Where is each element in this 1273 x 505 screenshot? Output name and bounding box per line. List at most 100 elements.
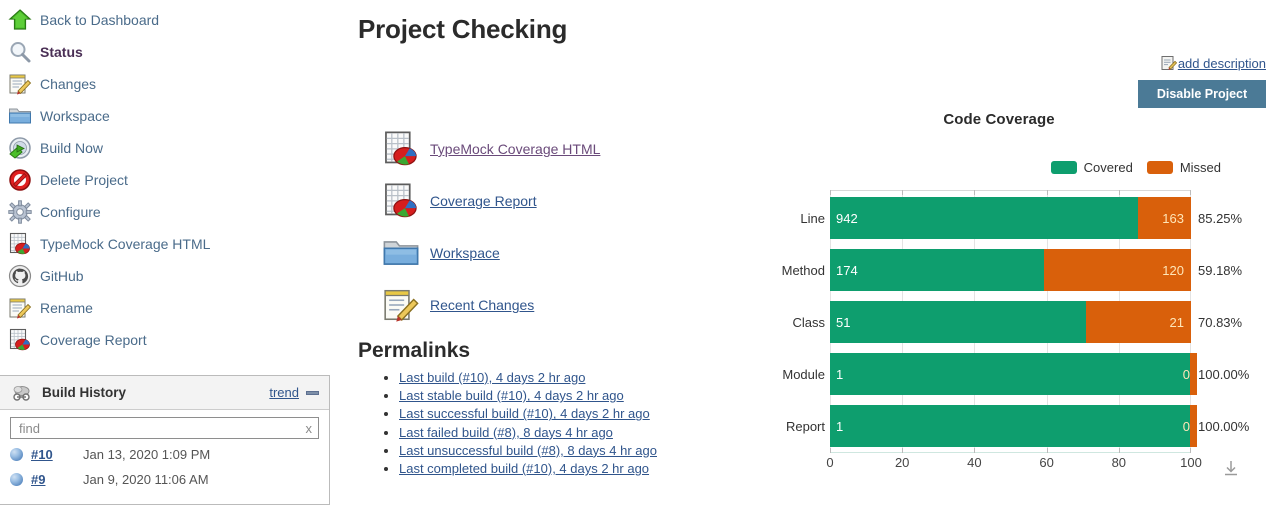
chart-category-label: Line — [800, 210, 825, 226]
add-description[interactable]: add description — [1161, 55, 1266, 71]
sidebar-item-status[interactable]: Status — [0, 36, 330, 68]
sidebar-item-typemock-coverage-html[interactable]: TypeMock Coverage HTML — [0, 228, 330, 260]
download-icon[interactable] — [1222, 459, 1240, 477]
sidebar-item-label: Status — [40, 44, 83, 60]
link-recent-changes[interactable]: Recent Changes — [380, 279, 775, 331]
sidebar-item-build-now[interactable]: Build Now — [0, 132, 330, 164]
chart-bar-row[interactable]: Module 1 0 100.00% — [782, 353, 1249, 395]
link-workspace[interactable]: Workspace — [380, 227, 775, 279]
sidebar-item-label: Configure — [40, 204, 101, 220]
clear-find-icon[interactable]: x — [305, 420, 313, 436]
project-link-label[interactable]: Workspace — [430, 245, 500, 261]
chart-x-tick-label: 40 — [967, 455, 982, 470]
edit-description-icon — [1161, 55, 1177, 71]
build-date: Jan 13, 2020 1:09 PM — [83, 447, 211, 462]
magnifier-icon — [8, 40, 32, 64]
build-history-rows: #10 Jan 13, 2020 1:09 PM #9 Jan 9, 2020 11:… — [0, 442, 329, 492]
link-coverage-report[interactable]: Coverage Report — [380, 175, 775, 227]
project-link-label[interactable]: TypeMock Coverage HTML — [430, 141, 601, 157]
chart-bar-row[interactable]: Line 942 163 85.25% — [800, 197, 1242, 239]
chart-segment-covered[interactable]: 51 — [830, 301, 1086, 343]
chart-segment-covered[interactable]: 1 — [830, 405, 1191, 447]
missed-value: 0 — [1182, 418, 1190, 434]
legend-item-missed[interactable]: Missed — [1146, 160, 1221, 175]
legend-item-covered[interactable]: Covered — [1050, 160, 1133, 175]
chart-segment-missed[interactable]: 21 — [1085, 301, 1191, 343]
chart-tick — [902, 448, 904, 453]
covered-value: 51 — [836, 314, 851, 330]
notepad-pencil-icon — [8, 296, 32, 320]
chart-segment-covered[interactable]: 174 — [830, 249, 1044, 291]
sidebar-item-github[interactable]: GitHub — [0, 260, 330, 292]
permalink-link[interactable]: Last stable build (#10), 4 days 2 hr ago — [399, 388, 624, 404]
permalink-link[interactable]: Last unsuccessful build (#8), 8 days 4 h… — [399, 442, 657, 458]
find-input[interactable] — [17, 419, 302, 437]
permalink-link[interactable]: Last successful build (#10), 4 days 2 hr… — [399, 406, 650, 422]
chart-bar-row[interactable]: Method 174 120 59.18% — [782, 249, 1242, 291]
trend-link[interactable]: trend — [269, 385, 299, 400]
permalink-link[interactable]: Last failed build (#8), 8 days 4 hr ago — [399, 424, 613, 440]
coverage-bar-chart: Line 942 163 85.25% Method 174 120 59.18% Class 5… — [782, 190, 1249, 453]
build-history-header: Build History trend — [0, 376, 329, 410]
build-history-panel: Build History trend x #10 Jan 13, 2020 1:… — [0, 375, 330, 505]
sidebar-task-list: Back to Dashboard Status Changes Workspa… — [0, 0, 330, 356]
permalink-link[interactable]: Last build (#10), 4 days 2 hr ago — [399, 370, 586, 385]
build-history-find[interactable]: x — [10, 417, 319, 439]
sidebar-item-rename[interactable]: Rename — [0, 292, 330, 324]
chart-bar-row[interactable]: Class 51 21 70.83% — [792, 301, 1242, 343]
report-chart-icon — [8, 328, 32, 352]
page-title: Project Checking — [358, 14, 568, 44]
sidebar-item-workspace[interactable]: Workspace — [0, 100, 330, 132]
build-history-icon — [12, 384, 32, 402]
disable-project-button[interactable]: Disable Project — [1138, 80, 1266, 108]
build-history-row[interactable]: #9 Jan 9, 2020 11:06 AM — [0, 467, 329, 492]
permalink-item: Last build (#10), 4 days 2 hr ago — [399, 369, 775, 387]
chart-x-tick-label: 20 — [894, 455, 910, 470]
build-date: Jan 9, 2020 11:06 AM — [83, 472, 209, 487]
sidebar-item-coverage-report[interactable]: Coverage Report — [0, 324, 330, 356]
chart-segment-missed[interactable]: 0 — [1183, 405, 1197, 447]
sidebar-item-label: Build Now — [40, 140, 104, 156]
chart-legend: Covered Missed — [1050, 160, 1221, 175]
chart-category-label: Report — [785, 418, 825, 434]
chart-tick — [1046, 190, 1048, 195]
chart-segment-missed[interactable]: 163 — [1137, 197, 1191, 239]
link-typemock-coverage-html[interactable]: TypeMock Coverage HTML — [380, 123, 775, 175]
chart-x-tick-label: 0 — [826, 455, 834, 470]
project-link-label[interactable]: Recent Changes — [430, 297, 535, 313]
chart-segment-covered[interactable]: 942 — [830, 197, 1138, 239]
missed-value: 0 — [1182, 366, 1190, 382]
up-arrow-home-icon — [8, 8, 32, 32]
chart-tick — [1190, 448, 1191, 453]
chart-segment-covered[interactable]: 1 — [830, 353, 1191, 395]
chart-bar-row[interactable]: Report 1 0 100.00% — [786, 405, 1249, 447]
chart-percent-label: 59.18% — [1198, 262, 1243, 278]
add-description-link[interactable]: add description — [1177, 55, 1266, 71]
chart-percent-label: 100.00% — [1198, 418, 1250, 434]
build-history-row[interactable]: #10 Jan 13, 2020 1:09 PM — [0, 442, 329, 467]
covered-value: 1 — [836, 418, 844, 434]
build-number-link[interactable]: #9 — [31, 472, 46, 487]
permalink-link[interactable]: Last completed build (#10), 4 days 2 hr … — [399, 461, 650, 477]
sidebar-item-changes[interactable]: Changes — [0, 68, 330, 100]
chart-segment-missed[interactable]: 120 — [1043, 249, 1191, 291]
chart-segment-missed[interactable]: 0 — [1183, 353, 1197, 395]
sidebar: Back to Dashboard Status Changes Workspa… — [0, 0, 330, 505]
chart-tick — [1190, 190, 1191, 195]
permalink-item: Last completed build (#10), 4 days 2 hr … — [399, 460, 775, 478]
missed-value: 163 — [1162, 210, 1184, 226]
coverage-panel: add description Disable Project Code Cov… — [780, 0, 1273, 505]
project-link-label[interactable]: Coverage Report — [430, 193, 537, 209]
chart-tick — [830, 190, 831, 195]
build-number-link[interactable]: #10 — [31, 447, 53, 462]
permalinks-list: Last build (#10), 4 days 2 hr ago Last st… — [355, 369, 775, 478]
sidebar-item-label: Back to Dashboard — [40, 12, 160, 28]
sidebar-item-back-to-dashboard[interactable]: Back to Dashboard — [0, 4, 330, 36]
chart-tick — [830, 448, 831, 453]
github-icon — [8, 264, 32, 288]
trend-toggle-icon[interactable] — [306, 390, 319, 395]
sidebar-item-delete-project[interactable]: Delete Project — [0, 164, 330, 196]
sidebar-item-configure[interactable]: Configure — [0, 196, 330, 228]
chart-axis-bottom — [830, 452, 1191, 453]
